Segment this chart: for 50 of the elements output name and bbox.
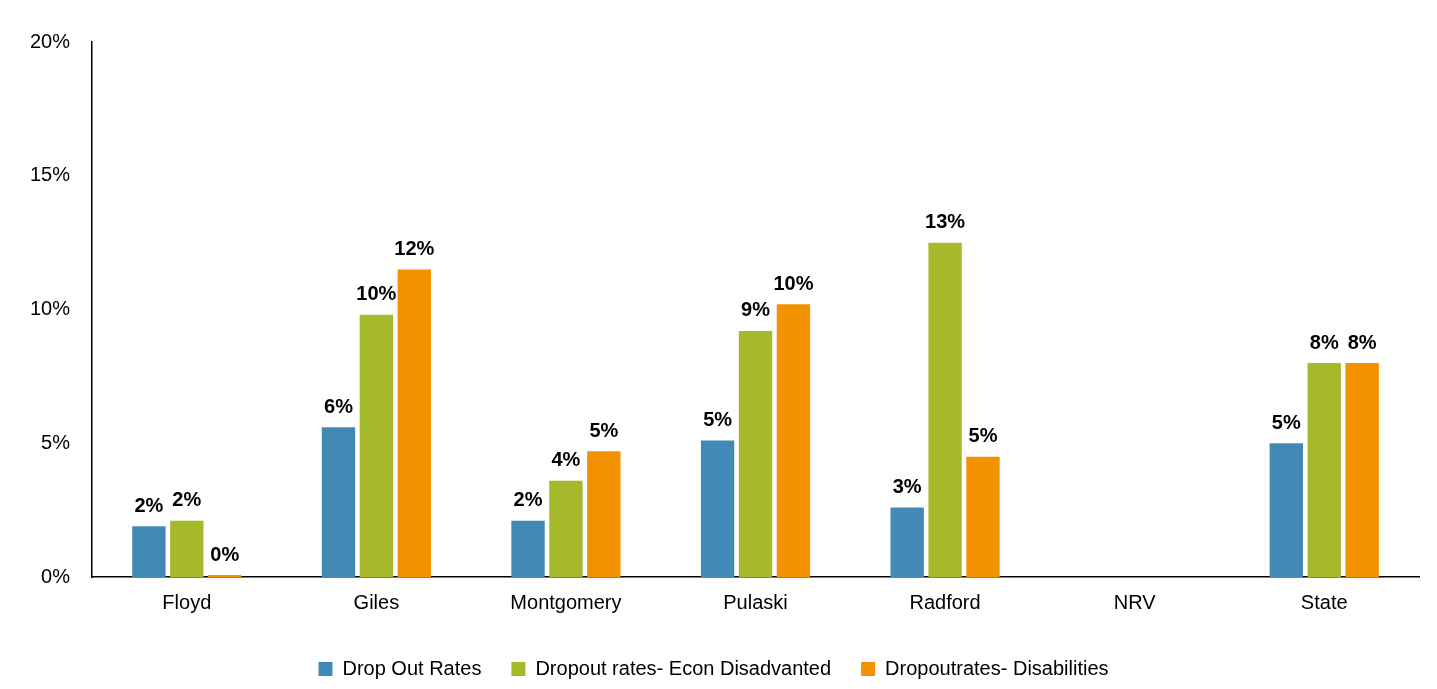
data-label: 9%: [741, 298, 771, 321]
x-tick-label: Floyd: [162, 590, 212, 613]
data-label: 5%: [1271, 410, 1301, 433]
data-label: 2%: [172, 488, 202, 511]
data-label: 5%: [589, 418, 619, 441]
bar: [397, 269, 431, 577]
data-label: 6%: [324, 394, 354, 417]
x-tick-label: NRV: [1113, 590, 1157, 613]
x-tick-label: Pulaski: [723, 590, 788, 613]
legend-label: Dropoutrates- Disabilities: [885, 656, 1109, 679]
legend-label: Dropout rates- Econ Disadvanted: [535, 656, 832, 679]
bar: [928, 242, 962, 577]
bar: [700, 440, 735, 577]
data-label: 10%: [773, 271, 814, 294]
data-label: 5%: [968, 424, 998, 447]
data-label: 5%: [703, 408, 733, 431]
bar: [1269, 443, 1303, 577]
x-tick-label: Radford: [909, 590, 981, 613]
bar: [738, 330, 773, 577]
data-label: 3%: [892, 474, 922, 497]
bar: [511, 520, 545, 577]
data-label: 12%: [394, 236, 435, 259]
bar: [321, 427, 356, 577]
bar: [966, 456, 1000, 577]
y-tick-label: 20%: [30, 29, 71, 52]
data-label: 2%: [134, 493, 164, 516]
data-label: 0%: [210, 542, 240, 565]
x-tick-label: State: [1300, 590, 1348, 613]
y-tick-label: 10%: [30, 297, 71, 320]
bar: [587, 451, 621, 577]
bar: [890, 507, 924, 577]
bar: [1345, 363, 1379, 577]
bar: [1307, 363, 1341, 577]
bar: [549, 480, 583, 577]
bar: [776, 304, 811, 577]
data-label: 13%: [925, 210, 966, 233]
y-tick-label: 15%: [30, 163, 71, 186]
bar: [170, 520, 204, 577]
data-label: 4%: [551, 448, 581, 471]
x-tick-label: Montgomery: [510, 590, 622, 613]
bar: [359, 314, 394, 577]
data-label: 8%: [1309, 330, 1339, 353]
y-tick-label: 0%: [41, 564, 71, 587]
data-label: 10%: [356, 282, 397, 305]
data-label: 8%: [1347, 330, 1377, 353]
y-tick-label: 5%: [41, 430, 71, 453]
bar: [132, 526, 166, 577]
data-label: 2%: [513, 488, 543, 511]
legend-label: Drop Out Rates: [342, 656, 482, 679]
x-tick-label: Giles: [353, 590, 400, 613]
